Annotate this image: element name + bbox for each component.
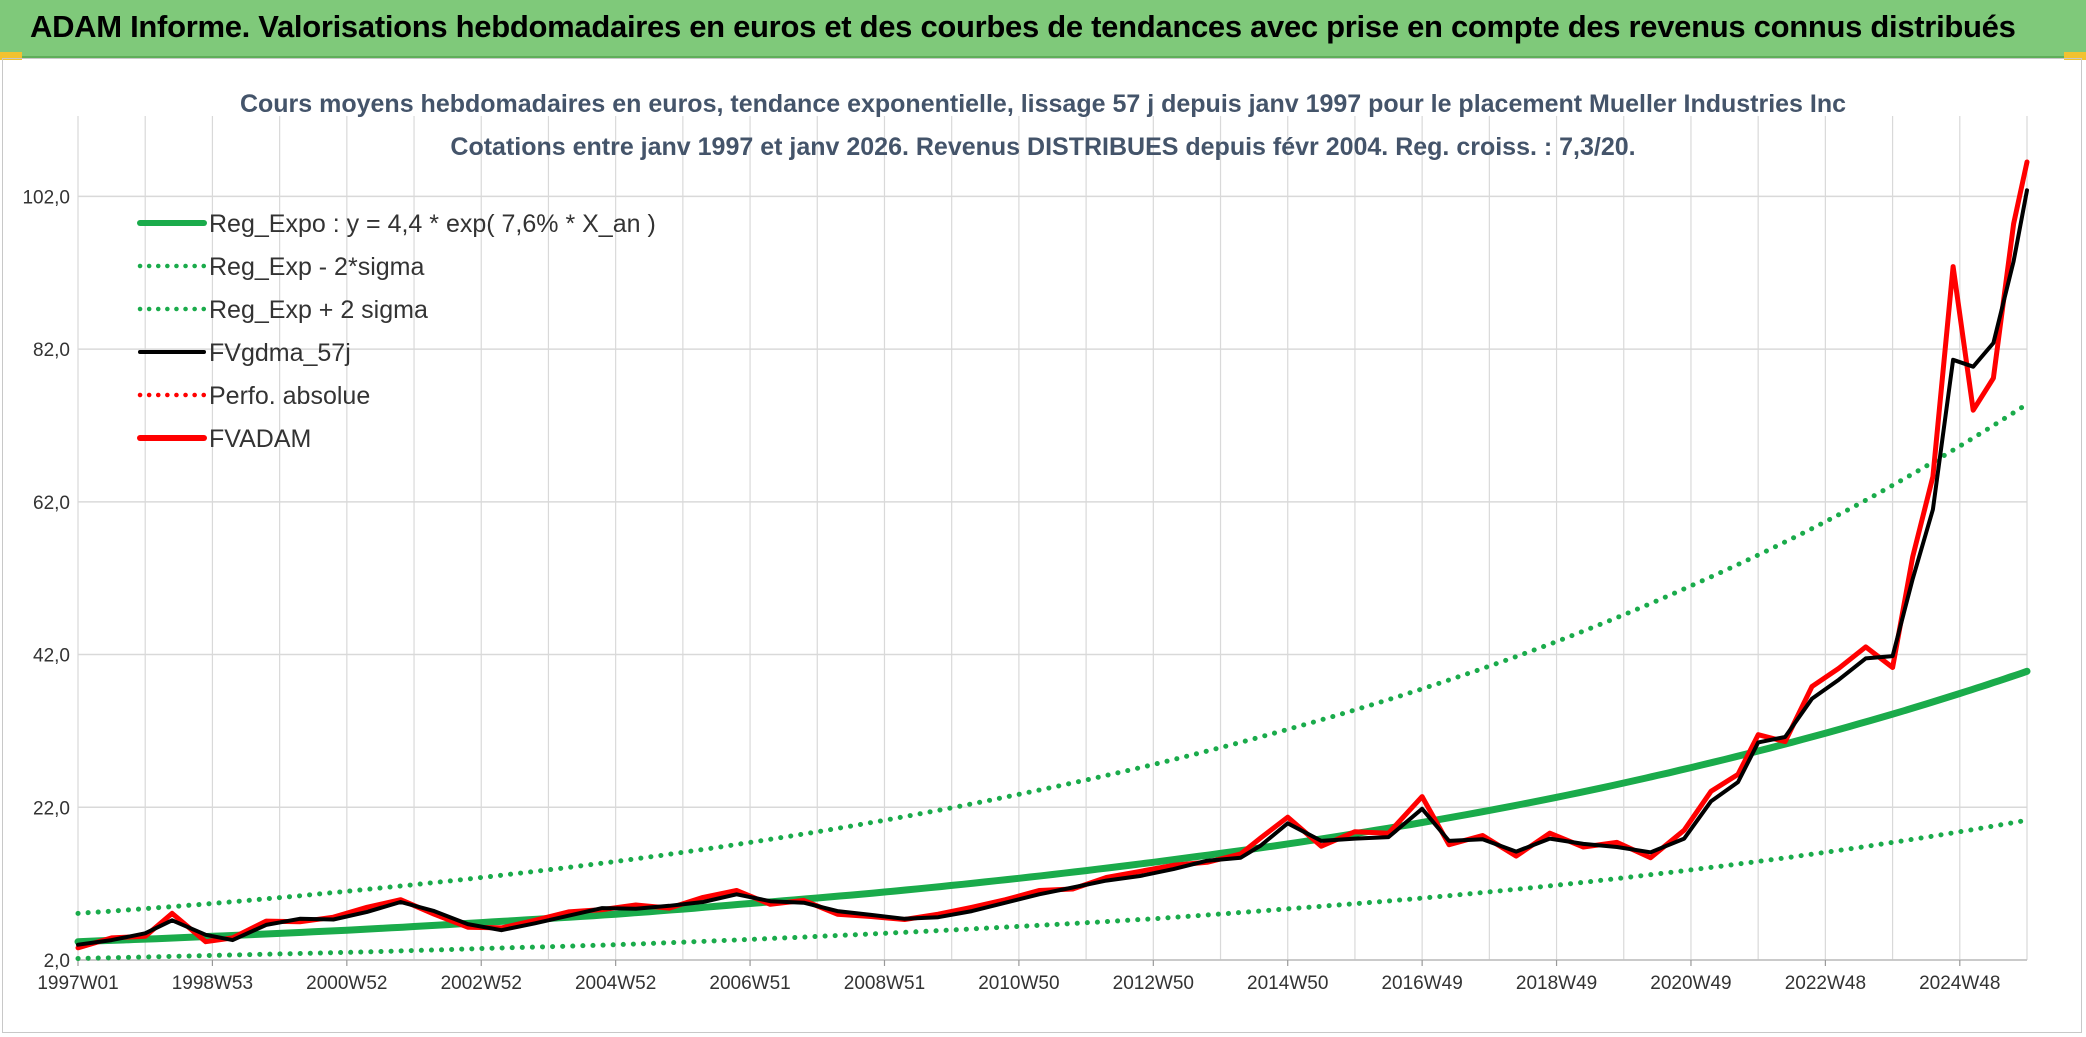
corner-accent-right bbox=[2064, 52, 2086, 60]
legend: Reg_Expo : y = 4,4 * exp( 7,6% * X_an ) R… bbox=[137, 210, 656, 453]
x-tick-label: 2020W49 bbox=[1650, 973, 1731, 994]
report-title: ADAM Informe. Valorisations hebdomadaire… bbox=[30, 9, 2016, 44]
x-tick-label: 2010W50 bbox=[978, 973, 1059, 994]
y-tick-label: 82,0 bbox=[33, 340, 70, 361]
x-tick-label: 2006W51 bbox=[709, 973, 790, 994]
series-layer bbox=[74, 159, 2031, 961]
legend-label-high: Reg_Exp + 2 sigma bbox=[209, 296, 428, 324]
x-tick-label: 2008W51 bbox=[844, 973, 925, 994]
x-tick-label: 2024W48 bbox=[1919, 973, 2000, 994]
y-tick-label: 62,0 bbox=[33, 493, 70, 514]
x-tick-label: 2016W49 bbox=[1381, 973, 1462, 994]
legend-label-reg: Reg_Expo : y = 4,4 * exp( 7,6% * X_an ) bbox=[209, 210, 656, 238]
x-tick-label: 2012W50 bbox=[1113, 973, 1194, 994]
series-upper-band-line bbox=[75, 401, 2030, 916]
chart-title-line-2: Cotations entre janv 1997 et janv 2026. … bbox=[450, 133, 1635, 161]
y-tick-label: 22,0 bbox=[33, 798, 70, 819]
legend-label-perf: Perfo. absolue bbox=[209, 382, 370, 410]
series-lower-band-line bbox=[75, 817, 2030, 961]
x-tick-label: 2014W50 bbox=[1247, 973, 1328, 994]
x-tick-label: 2002W52 bbox=[441, 973, 522, 994]
x-tick-label: 1997W01 bbox=[37, 973, 118, 994]
chart-title-line-1: Cours moyens hebdomadaires en euros, ten… bbox=[240, 90, 1846, 118]
report-banner: ADAM Informe. Valorisations hebdomadaire… bbox=[0, 0, 2086, 58]
legend-label-smooth: FVgdma_57j bbox=[209, 339, 351, 367]
y-tick-label: 2,0 bbox=[44, 951, 70, 972]
y-tick-label: 102,0 bbox=[22, 187, 70, 208]
series-smoothed-line bbox=[76, 188, 2029, 947]
grid bbox=[77, 116, 2028, 966]
x-tick-label: 1998W53 bbox=[172, 973, 253, 994]
corner-accent-left bbox=[0, 52, 22, 60]
y-tick-label: 42,0 bbox=[33, 646, 70, 667]
legend-label-price: FVADAM bbox=[209, 425, 311, 453]
x-tick-label: 2004W52 bbox=[575, 973, 656, 994]
axis-labels: 2,0 22,0 42,0 62,0 82,0 102,0 1997W01 1998W53 20… bbox=[22, 187, 2000, 994]
x-tick-label: 2018W49 bbox=[1516, 973, 1597, 994]
chart-frame bbox=[2, 58, 2082, 1033]
legend-label-low: Reg_Exp - 2*sigma bbox=[209, 253, 424, 281]
x-tick-label: 2000W52 bbox=[306, 973, 387, 994]
x-tick-label: 2022W48 bbox=[1785, 973, 1866, 994]
series-regression-line bbox=[74, 667, 2031, 946]
